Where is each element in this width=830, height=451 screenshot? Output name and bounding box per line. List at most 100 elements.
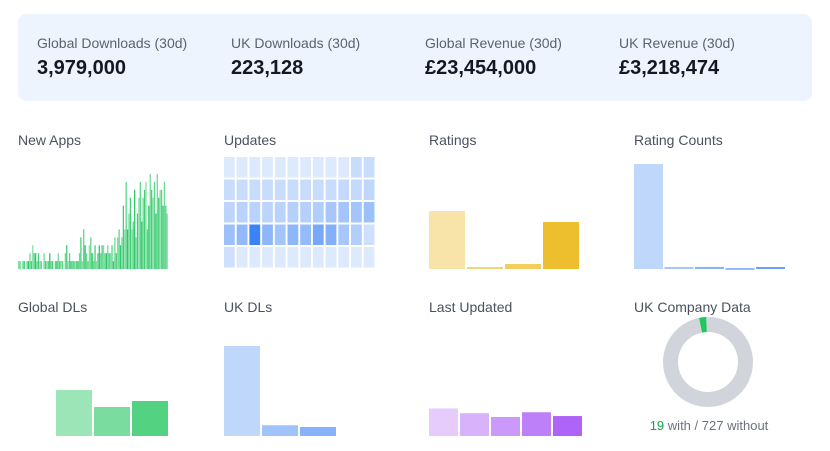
- tile-ratings[interactable]: Ratings: [429, 131, 609, 281]
- bar: [522, 412, 551, 436]
- bar: [102, 245, 105, 269]
- tile-title: New Apps: [18, 132, 82, 148]
- bar: [756, 267, 785, 269]
- heatmap-cell: [351, 179, 362, 200]
- tile-new-apps[interactable]: New Apps: [18, 131, 198, 281]
- bar: [165, 205, 167, 269]
- bar: [149, 174, 151, 269]
- tile-title: Rating Counts: [634, 132, 723, 148]
- stat-value: £23,454,000: [425, 57, 537, 79]
- bar: [46, 261, 48, 269]
- donut-caption: 19 with / 727 without: [634, 418, 784, 433]
- heatmap-cell: [351, 247, 362, 268]
- bar: [148, 205, 150, 269]
- heatmap-cell: [262, 224, 273, 245]
- bar: [105, 253, 108, 269]
- tile-last-updated[interactable]: Last Updated: [429, 298, 609, 448]
- bar: [32, 245, 34, 269]
- bar: [151, 189, 153, 269]
- bar: [84, 245, 86, 269]
- bar: [85, 253, 88, 269]
- bar: [91, 253, 93, 269]
- heatmap-cell: [325, 247, 337, 268]
- donut-segment-without: [663, 317, 753, 407]
- bar: [429, 408, 458, 436]
- heatmap-cell: [224, 202, 235, 223]
- heatmap-cell: [274, 202, 286, 223]
- tile-uk-company-data[interactable]: UK Company Data 19 with / 727 without: [634, 298, 814, 448]
- bar: [39, 261, 41, 269]
- heatmap-cell: [249, 157, 261, 178]
- bar: [78, 253, 81, 269]
- updates-heatmap: [224, 157, 375, 268]
- stat-value: £3,218,474: [619, 57, 720, 79]
- bar: [108, 253, 110, 269]
- bar: [460, 413, 489, 436]
- heatmap-cell: [249, 247, 261, 268]
- bar: [138, 197, 140, 269]
- bar: [112, 261, 115, 269]
- tile-rating-counts[interactable]: Rating Counts: [634, 131, 814, 281]
- bar: [19, 261, 21, 269]
- tile-updates[interactable]: Updates: [224, 131, 404, 281]
- bar: [111, 245, 113, 269]
- bar: [136, 213, 139, 269]
- bar: [132, 401, 168, 436]
- bar: [40, 261, 42, 269]
- heatmap-cell: [300, 179, 311, 200]
- bar: [56, 261, 58, 269]
- bar: [122, 205, 124, 269]
- without-count: 727: [701, 418, 724, 433]
- heatmap-cell: [338, 247, 350, 268]
- bar: [163, 181, 166, 269]
- bar: [664, 267, 694, 269]
- heatmap-cell: [351, 224, 362, 245]
- heatmap-cell: [325, 224, 337, 245]
- without-label: without: [727, 418, 769, 433]
- bar: [100, 253, 102, 269]
- bar: [114, 237, 116, 269]
- bar: [34, 253, 37, 269]
- heatmap-cell: [300, 247, 311, 268]
- bar: [60, 261, 62, 269]
- heatmap-cell: [351, 157, 362, 178]
- heatmap-cell: [287, 247, 299, 268]
- bar: [26, 261, 28, 269]
- bar: [29, 253, 31, 269]
- global-dls-chart: [56, 390, 168, 436]
- bar: [121, 237, 123, 269]
- bar: [56, 390, 92, 436]
- heatmap-cell: [363, 179, 375, 200]
- bar: [36, 261, 38, 269]
- heatmap-cell: [363, 247, 375, 268]
- bar: [124, 229, 126, 269]
- tile-global-dls[interactable]: Global DLs: [18, 298, 198, 448]
- heatmap-cell: [312, 202, 324, 223]
- bar: [80, 237, 82, 269]
- stats-card: Global Downloads (30d) 3,979,000 UK Down…: [18, 14, 812, 101]
- heatmap-cell: [249, 224, 261, 245]
- bar: [135, 237, 137, 269]
- heatmap-cell: [338, 157, 350, 178]
- uk-company-donut: [663, 317, 753, 407]
- bar: [37, 253, 40, 269]
- heatmap-cell: [287, 157, 299, 178]
- rating-counts-chart: [634, 164, 785, 270]
- heatmap-cell: [351, 202, 362, 223]
- uk-dls-chart: [224, 346, 336, 436]
- bar: [23, 261, 25, 269]
- bar: [51, 261, 54, 269]
- tile-title: UK DLs: [224, 299, 273, 315]
- tile-title: Ratings: [429, 132, 477, 148]
- bar: [22, 261, 24, 269]
- bar: [109, 253, 112, 269]
- heatmap-cell: [287, 179, 299, 200]
- bar: [145, 181, 147, 269]
- bar: [64, 253, 66, 269]
- bar: [491, 417, 520, 436]
- heatmap-cell: [312, 247, 324, 268]
- bar: [43, 253, 45, 269]
- bar: [300, 427, 336, 436]
- tile-uk-dls[interactable]: UK DLs: [224, 298, 404, 448]
- stat-value: 223,128: [231, 57, 304, 79]
